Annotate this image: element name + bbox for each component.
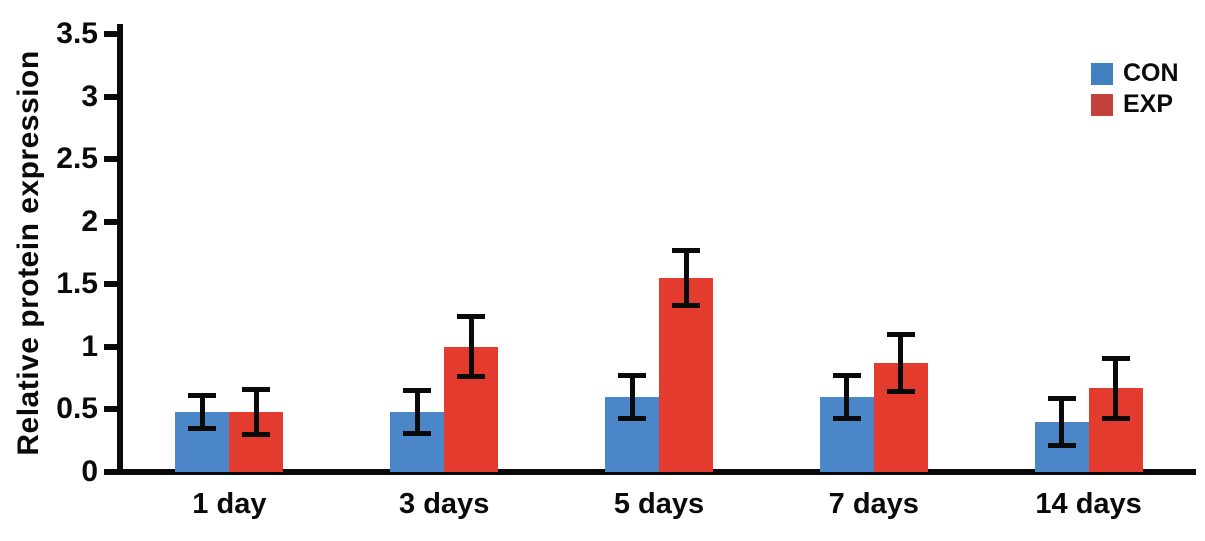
error-cap-bottom-exp-1-day <box>242 431 271 437</box>
error-bar-exp-5-days <box>683 250 689 306</box>
bar-exp-5-days <box>659 278 713 472</box>
legend: CON EXP <box>1091 61 1179 117</box>
error-bar-exp-7-days <box>898 334 904 392</box>
error-cap-top-exp-1-day <box>242 386 271 392</box>
y-tick-mark-0.5 <box>104 406 117 413</box>
x-axis-line <box>117 469 1196 475</box>
y-tick-label-3: 3 <box>81 79 98 113</box>
error-cap-bottom-exp-5-days <box>672 303 700 309</box>
error-cap-bottom-con-7-days <box>832 415 861 421</box>
error-bar-con-3-days <box>414 390 420 434</box>
y-tick-mark-2 <box>104 218 117 225</box>
y-tick-mark-0 <box>104 469 117 475</box>
error-cap-bottom-con-3-days <box>403 430 432 436</box>
legend-item-con: CON <box>1091 61 1179 86</box>
y-tick-label-3.5: 3.5 <box>56 17 98 50</box>
x-label-14-days: 14 days <box>1035 488 1142 520</box>
y-tick-label-0.5: 0.5 <box>56 392 98 426</box>
error-cap-bottom-exp-3-days <box>457 374 486 380</box>
error-cap-top-exp-5-days <box>672 247 700 253</box>
y-tick-label-0: 0 <box>81 455 98 488</box>
y-tick-mark-1.5 <box>104 281 117 288</box>
y-tick-label-2: 2 <box>81 204 98 238</box>
error-cap-top-con-7-days <box>832 373 861 379</box>
error-bar-con-1-day <box>199 395 205 429</box>
error-cap-bottom-exp-7-days <box>886 389 915 395</box>
y-tick-label-2.5: 2.5 <box>56 142 98 176</box>
error-bar-exp-3-days <box>468 316 474 377</box>
legend-swatch-exp <box>1091 93 1113 116</box>
legend-label-con: CON <box>1123 59 1179 87</box>
error-cap-bottom-con-1-day <box>188 425 217 431</box>
error-cap-top-con-14-days <box>1047 395 1076 401</box>
y-axis-line <box>117 24 123 475</box>
x-label-5-days: 5 days <box>613 488 705 520</box>
y-tick-mark-1 <box>104 343 117 350</box>
y-tick-mark-3 <box>104 93 117 100</box>
y-tick-mark-3.5 <box>104 31 117 37</box>
error-bar-con-14-days <box>1059 398 1065 446</box>
legend-label-exp: EXP <box>1123 90 1174 118</box>
error-cap-top-con-5-days <box>618 373 646 379</box>
error-cap-top-con-3-days <box>403 388 432 394</box>
error-bar-exp-14-days <box>1113 358 1119 419</box>
legend-swatch-con <box>1091 62 1113 85</box>
error-bar-con-5-days <box>629 375 635 419</box>
error-cap-bottom-con-14-days <box>1047 443 1076 449</box>
y-tick-label-1: 1 <box>81 329 98 363</box>
legend-item-exp: EXP <box>1091 92 1179 117</box>
x-label-1-day: 1 day <box>192 488 267 520</box>
error-cap-top-exp-14-days <box>1101 355 1130 361</box>
x-label-3-days: 3 days <box>399 488 490 520</box>
error-cap-bottom-exp-14-days <box>1101 415 1130 421</box>
error-bar-con-7-days <box>844 375 850 419</box>
error-cap-top-con-1-day <box>188 393 217 399</box>
error-cap-top-exp-3-days <box>457 314 486 320</box>
y-tick-mark-2.5 <box>104 156 117 163</box>
error-cap-bottom-con-5-days <box>618 415 646 421</box>
x-label-7-days: 7 days <box>828 488 919 520</box>
error-bar-exp-1-day <box>253 389 259 435</box>
y-tick-label-1.5: 1.5 <box>56 267 98 301</box>
error-cap-top-exp-7-days <box>886 331 915 337</box>
